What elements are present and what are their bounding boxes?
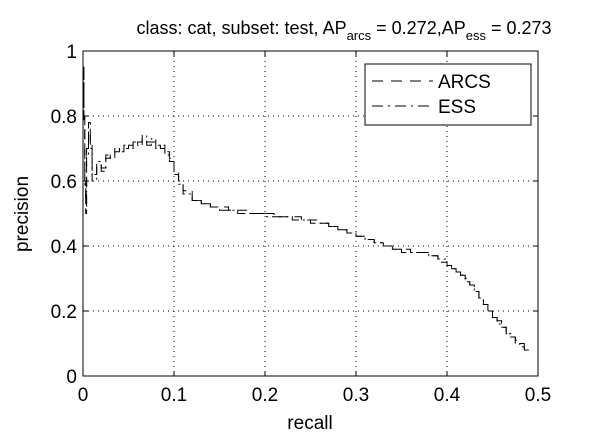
y-tick-label: 0.8 [51, 107, 77, 128]
x-tick-label: 0.4 [434, 385, 461, 406]
tick-layer: 0 0.1 0.2 0.3 0.4 0.5 0 0.2 0.4 0.6 0.8 1 [51, 42, 552, 406]
legend-box [364, 63, 532, 126]
x-axis-label: recall [287, 413, 332, 434]
grid-lines [83, 51, 538, 376]
x-tick-label: 0.3 [343, 385, 369, 406]
y-axis-label: precision [12, 176, 33, 252]
legend-label-arcs: ARCS [438, 72, 491, 93]
x-tick-label: 0.2 [252, 385, 278, 406]
x-tick-label: 0.5 [525, 385, 551, 406]
y-tick-label: 0 [66, 367, 77, 388]
series-layer [82, 51, 529, 351]
x-tick-label: 0.1 [161, 385, 187, 406]
y-tick-label: 0.6 [51, 172, 77, 193]
y-tick-label: 0.2 [51, 302, 77, 323]
series-line-ess [82, 51, 529, 351]
legend-label-ess: ESS [438, 97, 476, 118]
legend: ARCS ESS [364, 63, 532, 126]
series-line-arcs [82, 51, 529, 351]
y-tick-label: 0.4 [51, 237, 78, 258]
x-tick-label: 0 [78, 385, 89, 406]
y-tick-label: 1 [66, 42, 77, 63]
chart-title: class: cat, subset: test, AParcs = 0.272… [136, 18, 551, 43]
plot-border [82, 50, 539, 377]
